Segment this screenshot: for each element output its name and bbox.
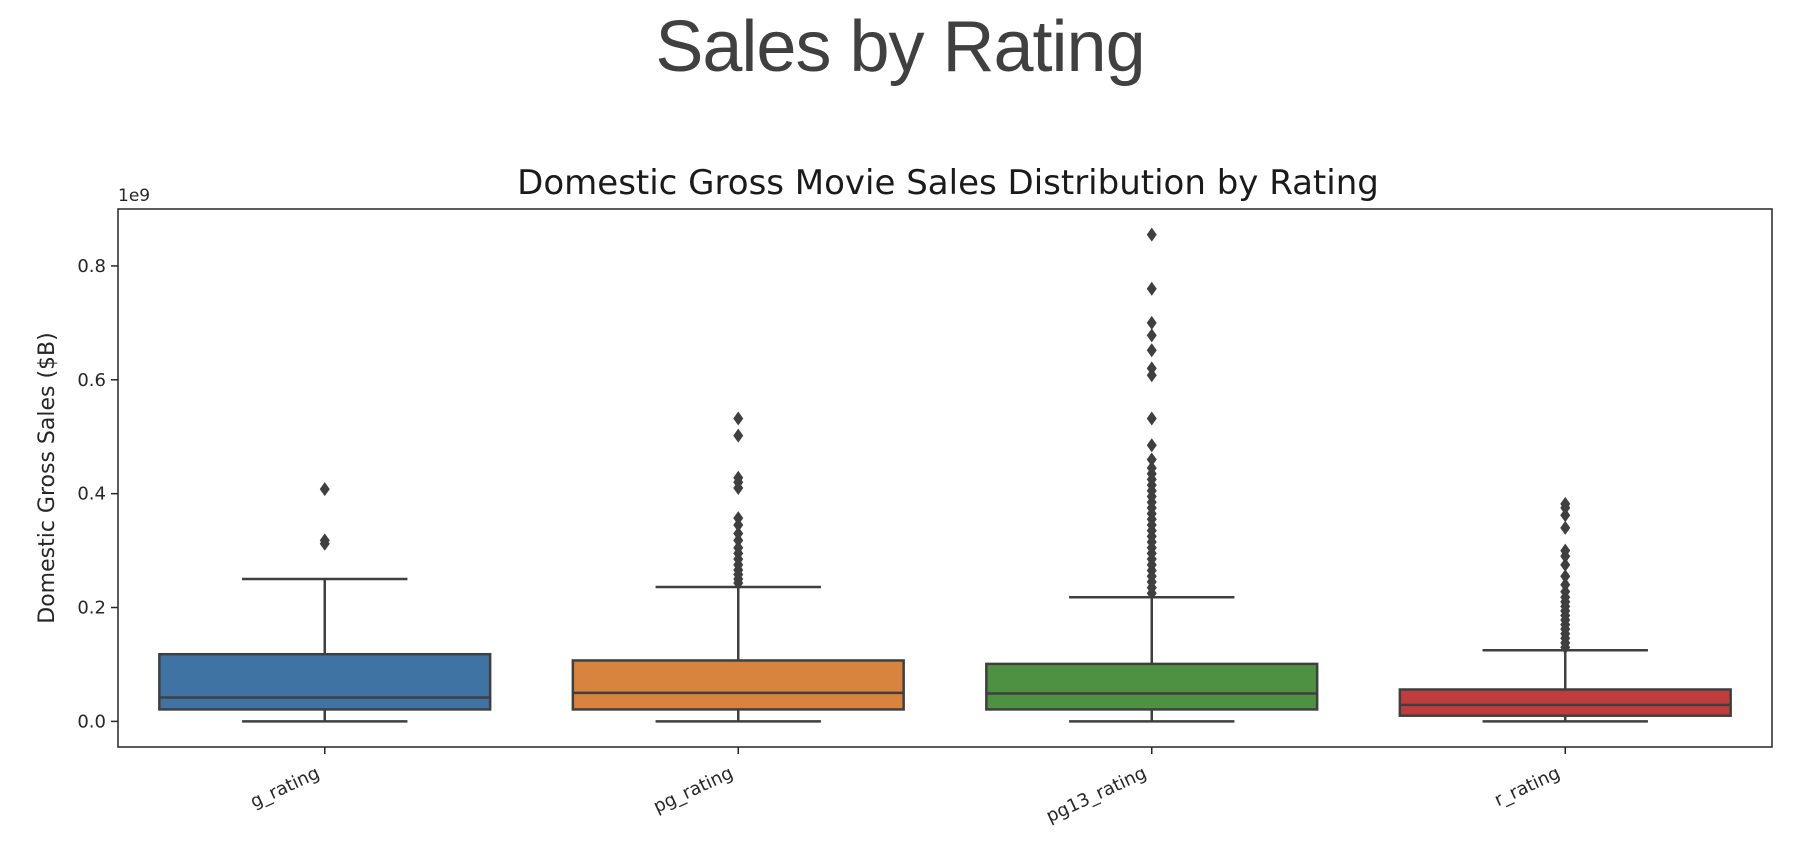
outlier-point bbox=[1146, 438, 1157, 453]
plot-area: 0.0 0.2 0.4 0.6 0.8 g_rating pg_rating pg13_rat… bbox=[77, 227, 1732, 827]
y-tick-label: 0.8 bbox=[77, 256, 106, 277]
iqr-box bbox=[1398, 688, 1732, 717]
outlier-point bbox=[1560, 543, 1571, 558]
y-tick-label: 0.4 bbox=[77, 484, 106, 505]
outlier-point bbox=[733, 511, 744, 526]
box-group-pg_rating bbox=[571, 411, 905, 723]
outlier-point bbox=[733, 428, 744, 443]
iqr-box bbox=[158, 652, 492, 711]
outlier-point bbox=[1146, 361, 1157, 376]
outlier-point bbox=[1146, 411, 1157, 426]
outlier-point bbox=[1146, 281, 1157, 296]
y-axis-label: Domestic Gross Sales ($B) bbox=[35, 332, 60, 623]
x-tick-label: r_rating bbox=[1491, 762, 1563, 811]
outlier-point bbox=[319, 482, 330, 497]
box-group-r_rating bbox=[1398, 496, 1732, 723]
outlier-point bbox=[1560, 569, 1571, 584]
outlier-point bbox=[733, 411, 744, 426]
chart-title: Domestic Gross Movie Sales Distribution … bbox=[517, 163, 1379, 203]
x-tick-label: g_rating bbox=[247, 762, 323, 812]
y-tick-label: 0.2 bbox=[77, 598, 106, 619]
y-offset-label: 1e9 bbox=[118, 186, 150, 206]
outlier-point bbox=[1560, 577, 1571, 592]
outlier-point bbox=[1560, 496, 1571, 511]
outlier-point bbox=[1146, 315, 1157, 330]
outlier-point bbox=[1560, 557, 1571, 572]
outlier-point bbox=[1560, 520, 1571, 535]
outlier-point bbox=[319, 536, 330, 551]
box-group-g_rating bbox=[158, 482, 492, 723]
outlier-point bbox=[1560, 508, 1571, 523]
plot-frame bbox=[117, 208, 1773, 748]
outlier-point bbox=[1146, 343, 1157, 358]
box-group-pg13_rating bbox=[985, 227, 1319, 723]
outlier-point bbox=[1146, 328, 1157, 343]
x-tick-label: pg13_rating bbox=[1043, 762, 1150, 827]
outlier-point bbox=[1146, 461, 1157, 476]
x-tick-label: pg_rating bbox=[650, 762, 736, 817]
y-tick-label: 0.0 bbox=[77, 711, 106, 732]
iqr-box bbox=[985, 662, 1319, 711]
page-title: Sales by Rating bbox=[655, 7, 1145, 87]
outlier-point bbox=[1146, 452, 1157, 467]
outlier-point bbox=[733, 470, 744, 485]
iqr-box bbox=[571, 659, 905, 711]
outlier-point bbox=[1146, 227, 1157, 242]
outlier-point bbox=[733, 526, 744, 541]
y-tick-label: 0.6 bbox=[77, 370, 106, 391]
outlier-point bbox=[733, 540, 744, 555]
